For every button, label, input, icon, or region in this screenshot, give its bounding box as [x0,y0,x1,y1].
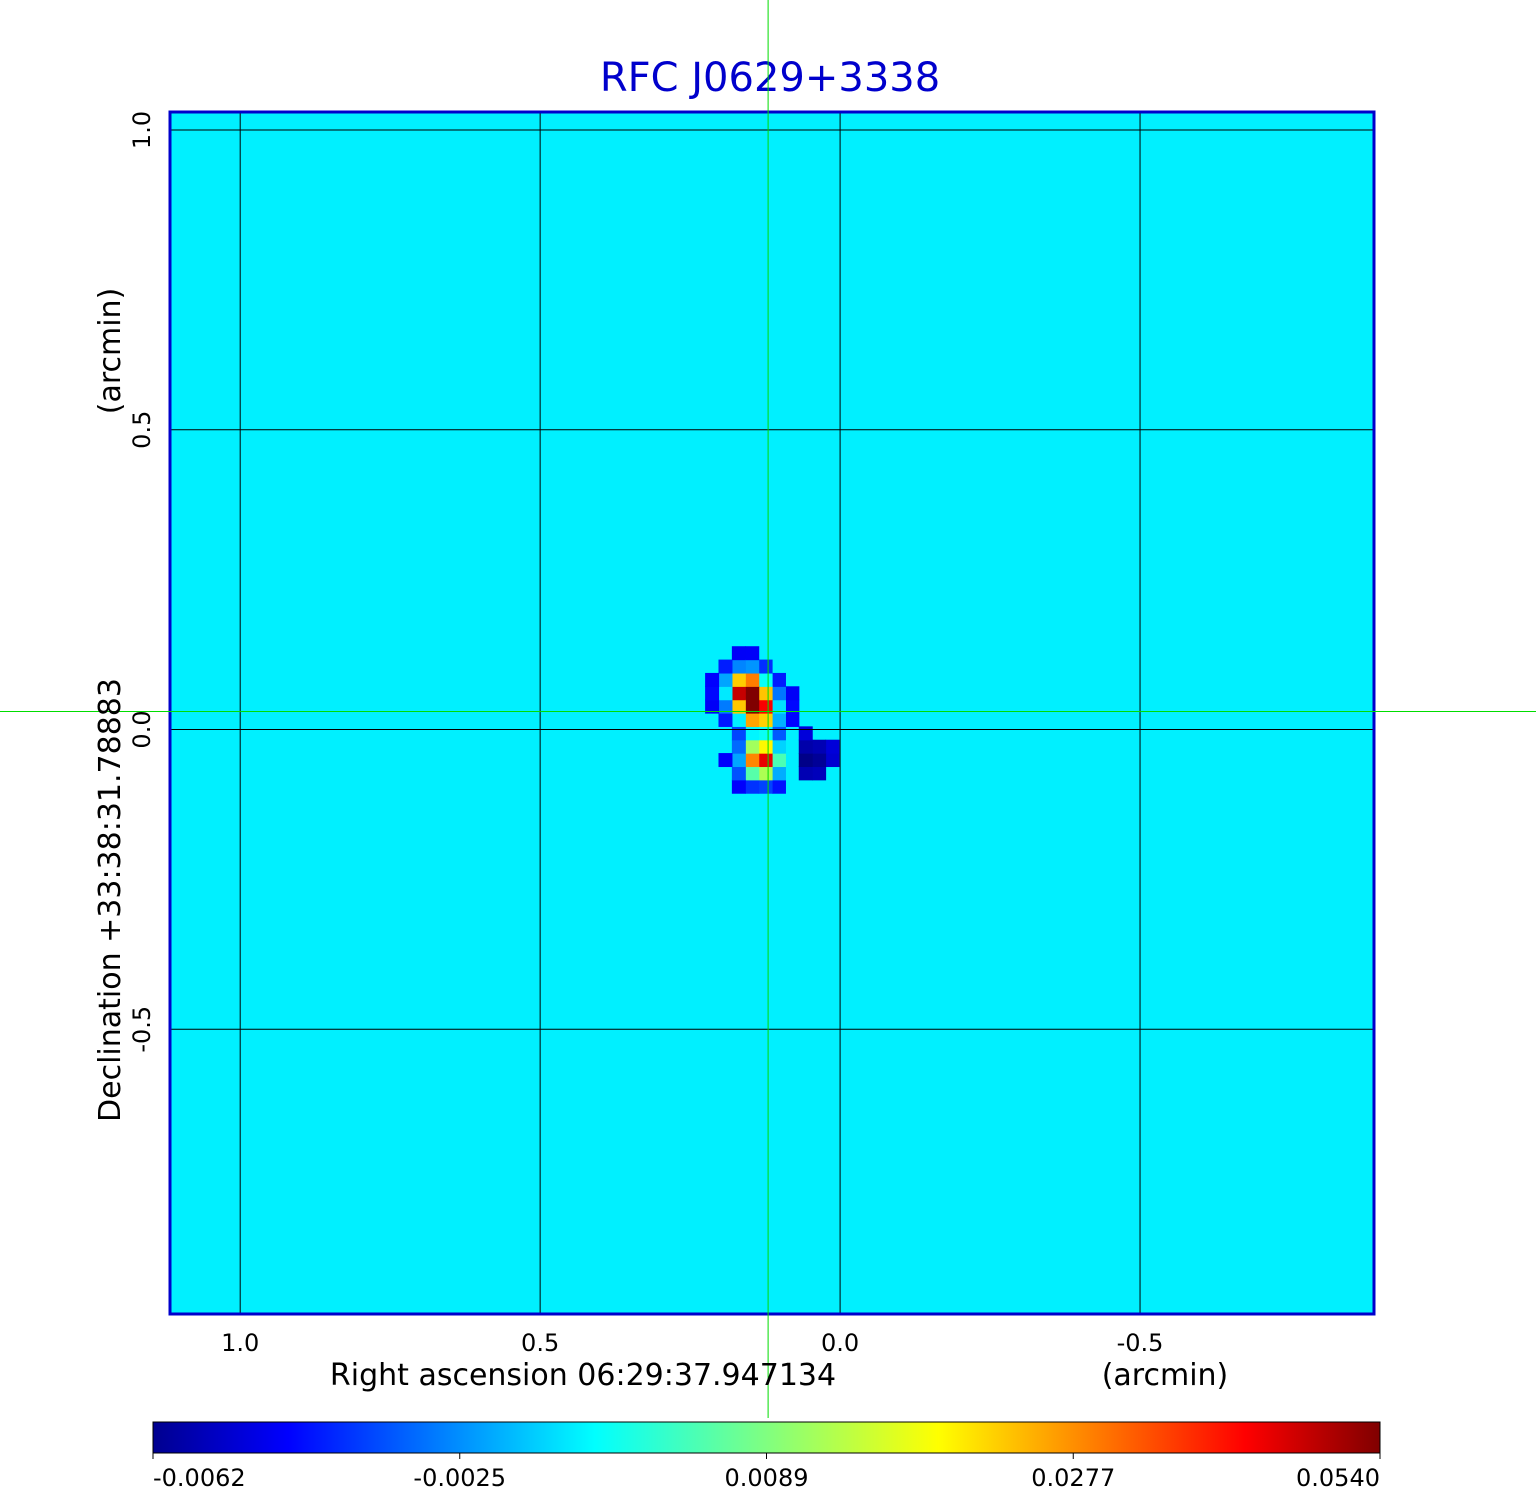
heatmap-cell [785,713,800,727]
heatmap-cell [718,699,733,714]
heatmap-cell [705,699,720,714]
heatmap-cell [758,686,773,701]
colorbar-tick-label: 0.0540 [1296,1464,1380,1492]
heatmap-cell [731,713,746,727]
y-axis-unit: (arcmin) [93,288,128,415]
heatmap-cell [718,659,733,674]
x-tick-label: 0.0 [821,1329,859,1357]
heatmap-cell [745,726,760,741]
heatmap-cell [772,713,786,727]
y-axis-label: Declination +33:38:31.78883 [93,678,128,1122]
chart-title: RFC J0629+3338 [600,55,940,101]
heatmap-cell [772,766,786,781]
heatmap-cell [772,672,786,687]
x-tick-label: 1.0 [221,1329,259,1357]
y-tick-label: 0.0 [128,710,156,748]
heatmap-cell [825,739,840,754]
colorbar-gradient [152,1421,1381,1454]
heatmap-cell [745,753,760,768]
heatmap-cell [785,686,800,701]
y-tick-label: -0.5 [128,1006,156,1053]
heatmap-cell [772,699,786,714]
x-tick-labels: 1.0 0.5 0.0 -0.5 [221,1329,1163,1357]
x-tick-label: -0.5 [1117,1329,1164,1357]
heatmap-cell [731,646,746,661]
heatmap-cell [772,779,786,794]
heatmap-cell [745,699,760,714]
colorbar-tick-label: -0.0025 [413,1464,506,1492]
x-axis-label: Right ascension 06:29:37.947134 [330,1358,836,1393]
heatmap-cell [772,726,786,741]
heatmap-cell [758,753,773,768]
heatmap-cell [758,766,773,781]
y-tick-label: 1.0 [128,111,156,149]
heatmap-cells [705,646,840,794]
heatmap-cell [758,739,773,754]
heatmap-cell [745,766,760,781]
heatmap-area [170,112,1374,1314]
heatmap-cell [758,672,773,687]
heatmap-cell [745,779,760,794]
heatmap-cell [798,753,813,768]
heatmap-cell [745,739,760,754]
heatmap-cell [745,686,760,701]
heatmap-cell [745,672,760,687]
heatmap-cell [745,646,760,661]
heatmap-cell [731,726,746,741]
heatmap-cell [731,739,746,754]
heatmap-cell [758,659,773,674]
heatmap-cell [772,739,786,754]
grid-lines [170,112,1374,1314]
heatmap-cell [745,659,760,674]
heatmap-cell [758,713,773,727]
x-tick-label: 0.5 [521,1329,559,1357]
heatmap-cell [812,766,827,781]
heatmap-cell [731,753,746,768]
heatmap-cell [758,726,773,741]
heatmap-cell [731,699,746,714]
heatmap-cell [798,726,813,741]
colorbar-tick-label: 0.0277 [1031,1464,1115,1492]
crosshair [0,0,1536,1418]
colorbar-tick-label: -0.0062 [153,1464,246,1492]
heatmap-cell [772,686,786,701]
y-tick-labels: 1.0 0.5 0.0 -0.5 [128,111,156,1053]
heatmap-cell [718,686,733,701]
heatmap-cell [731,779,746,794]
heatmap-cell [812,753,827,768]
colorbar-ticks: -0.0062 -0.0025 0.0089 0.0277 0.0540 [152,1453,1381,1492]
colorbar: -0.0062 -0.0025 0.0089 0.0277 0.0540 [152,1421,1381,1492]
y-tick-label: 0.5 [128,411,156,449]
x-axis-unit: (arcmin) [1102,1358,1229,1393]
heatmap-cell [812,739,827,754]
heatmap-cell [705,672,720,687]
heatmap-cell [758,699,773,714]
heatmap-cell [705,686,720,701]
heatmap-cell [731,659,746,674]
heatmap-cell [745,713,760,727]
heatmap-cell [785,699,800,714]
heatmap-cell [758,779,773,794]
heatmap-cell [825,753,840,768]
heatmap-cell [798,766,813,781]
heatmap-cell [772,753,786,768]
heatmap-cell [731,672,746,687]
heatmap-cell [718,713,733,727]
heatmap-cell [798,739,813,754]
heatmap-cell [718,753,733,768]
heatmap-cell [718,672,733,687]
heatmap-cell [731,686,746,701]
colorbar-tick-label: 0.0089 [725,1464,809,1492]
plot-frame [168,110,1376,1316]
heatmap-cell [731,766,746,781]
